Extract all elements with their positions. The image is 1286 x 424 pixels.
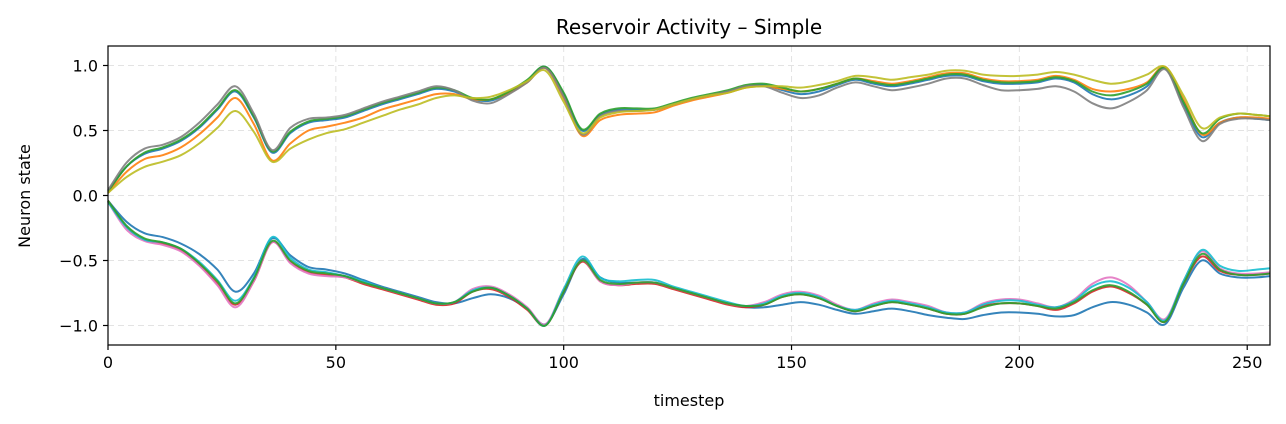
- series-line-4: [107, 66, 1271, 191]
- y-tick-label: 0.5: [73, 122, 98, 141]
- grid-lines: [108, 46, 1270, 345]
- series-line-9: [107, 201, 1271, 327]
- series-line-6: [107, 200, 1271, 326]
- y-axis-label: Neuron state: [15, 144, 34, 248]
- x-tick-label: 0: [103, 353, 113, 372]
- x-tick-label: 50: [326, 353, 346, 372]
- y-tick-label: −1.0: [59, 317, 98, 336]
- x-tick-label: 200: [1004, 353, 1035, 372]
- x-axis-label: timestep: [654, 391, 725, 410]
- series-line-10: [107, 200, 1271, 327]
- series-line-1: [107, 65, 1271, 193]
- series-line-3: [107, 65, 1271, 193]
- axis-ticks: 0 50 100 150 200 250 −1.0 −0.5 0.0 0.5 1.0: [59, 57, 1262, 373]
- y-tick-label: −0.5: [59, 252, 98, 271]
- series-line-7: [107, 200, 1271, 327]
- y-tick-label: 0.0: [73, 187, 98, 206]
- series-line-2: [107, 65, 1271, 194]
- x-tick-label: 100: [548, 353, 579, 372]
- x-tick-label: 150: [776, 353, 807, 372]
- y-tick-label: 1.0: [73, 57, 98, 76]
- chart-title: Reservoir Activity – Simple: [556, 15, 822, 39]
- series-lines: [107, 65, 1271, 327]
- x-tick-label: 250: [1232, 353, 1263, 372]
- series-line-5: [107, 65, 1271, 194]
